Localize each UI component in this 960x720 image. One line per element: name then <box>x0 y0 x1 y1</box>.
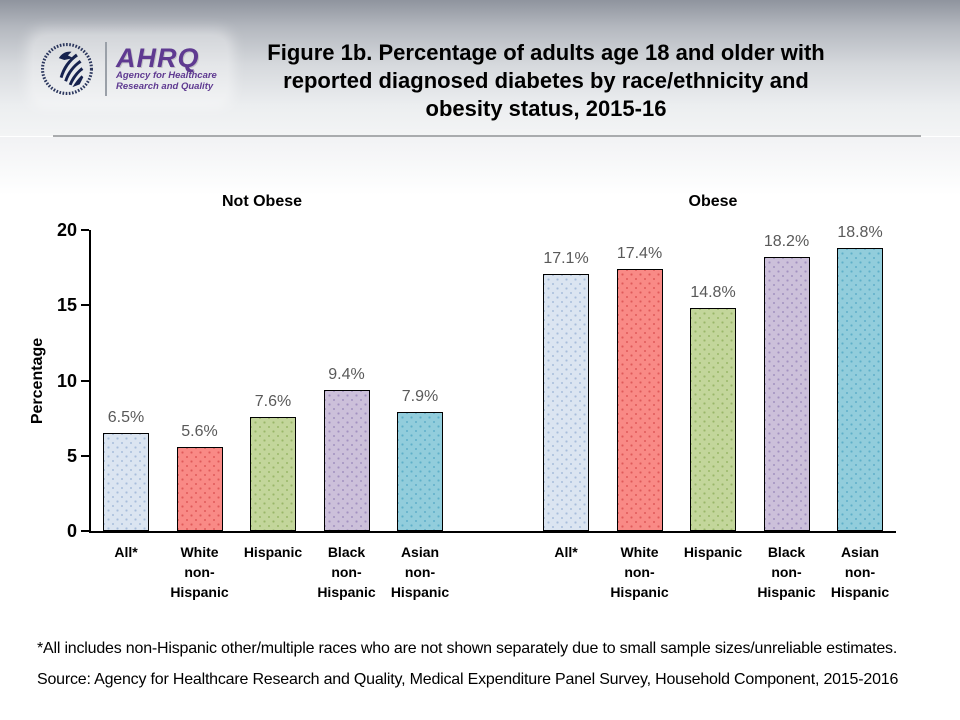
bar-not-obese-1 <box>176 446 223 531</box>
bar-obese-4 <box>837 248 883 531</box>
bar-value-label: 9.4% <box>328 365 365 383</box>
bar-obese-3 <box>763 257 810 531</box>
logo-text: AHRQ Agency for Healthcare Research and … <box>116 43 217 93</box>
y-tick-label: 20 <box>56 220 77 240</box>
ahrq-wordmark: AHRQ <box>116 43 200 73</box>
x-category-label: Hispanic <box>665 542 761 562</box>
bar-value-label: 17.4% <box>616 245 663 263</box>
x-category-label: White non- Hispanic <box>152 542 248 602</box>
y-tick-label: 5 <box>66 445 77 466</box>
x-category-label-line: White <box>620 544 659 560</box>
x-category-label-line: non- <box>331 564 362 580</box>
x-category-label-line: Asian <box>400 544 440 560</box>
footnote-asterisk: *All includes non-Hispanic other/multipl… <box>37 640 898 657</box>
x-category-label-line: Hispanic <box>683 544 743 560</box>
bar-not-obese-0 <box>103 433 149 531</box>
x-category-label: Hispanic <box>225 542 321 562</box>
x-category-label-line: Asian <box>840 544 880 560</box>
x-category-label-line: Hispanic <box>170 584 229 600</box>
bar-value-label: 6.5% <box>107 409 145 427</box>
bar-value-label: 14.8% <box>690 284 736 302</box>
x-category-label: Black non- Hispanic <box>739 542 835 602</box>
x-category-label-line: Hispanic <box>390 584 450 600</box>
bar-value-label: 7.6% <box>254 392 292 410</box>
logo-separator <box>105 42 107 96</box>
bar-value-label: 5.6% <box>181 422 218 440</box>
y-tick <box>81 530 89 532</box>
x-category-label-line: Hispanic <box>610 584 669 600</box>
header-fade <box>0 137 960 195</box>
x-category-label-line: Hispanic <box>317 584 376 600</box>
y-tick <box>81 379 89 382</box>
bar-not-obese-2 <box>250 416 296 531</box>
bar-value-label: 7.9% <box>401 388 439 406</box>
x-axis-line <box>89 531 896 533</box>
bar-obese-2 <box>690 308 736 531</box>
y-tick <box>81 229 89 231</box>
x-category-label: Asian non- Hispanic <box>812 542 908 602</box>
x-category-label-line: non- <box>404 564 436 580</box>
x-category-label-line: Black <box>767 544 806 560</box>
x-category-label-line: non- <box>624 564 655 580</box>
figure-title: Figure 1b. Percentage of adults age 18 a… <box>166 39 926 123</box>
hhs-eagle-icon <box>40 42 94 96</box>
ahrq-tagline-line2: Research and Quality <box>116 81 214 92</box>
group-title: Obese <box>688 193 738 210</box>
ahrq-logo: AHRQ Agency for Healthcare Research and … <box>34 36 227 102</box>
bar-value-label: 17.1% <box>543 249 589 267</box>
bar-value-label: 18.2% <box>763 233 810 251</box>
x-category-label-line: White <box>180 544 219 560</box>
group-title: Not Obese <box>221 193 303 210</box>
x-category-label-line: Hispanic <box>243 544 303 560</box>
y-tick-label: 15 <box>56 295 77 316</box>
bar-obese-1 <box>616 269 663 531</box>
x-category-label-line: Hispanic <box>830 584 890 600</box>
x-category-label-line: All* <box>554 544 578 560</box>
x-category-label-line: non- <box>184 564 215 580</box>
bar-not-obese-4 <box>397 412 443 531</box>
bar-value-label: 18.8% <box>837 224 883 242</box>
bar-obese-0 <box>543 273 589 531</box>
figure-title-line1: Figure 1b. Percentage of adults age 18 a… <box>267 40 825 65</box>
footnote-source: Source: Agency for Healthcare Research a… <box>37 671 899 688</box>
bar-not-obese-3 <box>323 389 370 531</box>
x-category-label: Asian non- Hispanic <box>372 542 468 602</box>
y-tick-label: 0 <box>66 521 77 541</box>
x-category-label-line: Hispanic <box>757 584 816 600</box>
header-divider-line <box>53 135 921 137</box>
y-tick <box>81 304 89 307</box>
x-category-label-line: non- <box>771 564 802 580</box>
ahrq-tagline-line1: Agency for Healthcare <box>116 70 217 81</box>
x-category-label-line: Black <box>327 544 366 560</box>
x-category-label: All* <box>518 542 614 562</box>
x-category-label-line: All* <box>114 544 138 560</box>
x-category-label: Black non- Hispanic <box>299 542 395 602</box>
y-axis-line <box>89 230 91 533</box>
x-category-label-line: non- <box>844 564 876 580</box>
y-tick <box>81 454 89 457</box>
figure-title-line2: reported diagnosed diabetes by race/ethn… <box>283 68 809 93</box>
y-tick-label: 10 <box>56 370 77 391</box>
x-category-label: All* <box>78 542 174 562</box>
figure-title-line3: obesity status, 2015-16 <box>425 96 667 121</box>
x-category-label: White non- Hispanic <box>592 542 688 602</box>
header-banner <box>0 0 960 136</box>
